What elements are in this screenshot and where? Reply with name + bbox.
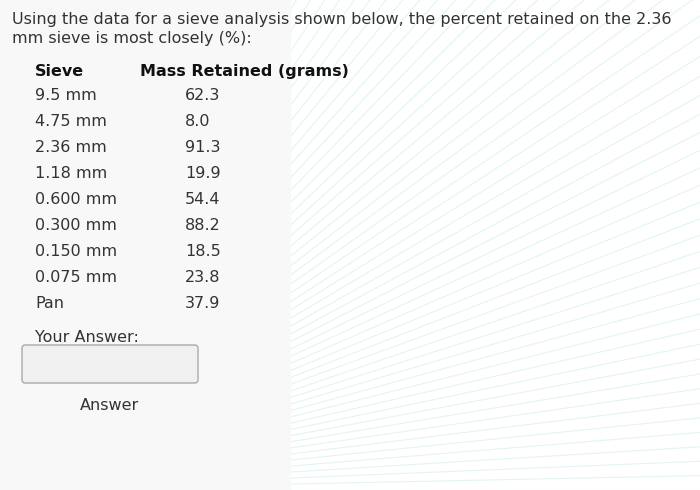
Text: 8.0: 8.0 <box>185 114 211 129</box>
Text: 9.5 mm: 9.5 mm <box>35 88 97 103</box>
Text: 91.3: 91.3 <box>185 140 220 155</box>
Text: 19.9: 19.9 <box>185 166 220 181</box>
Text: 88.2: 88.2 <box>185 218 220 233</box>
Text: Using the data for a sieve analysis shown below, the percent retained on the 2.3: Using the data for a sieve analysis show… <box>12 12 671 27</box>
Bar <box>0 0 290 490</box>
FancyBboxPatch shape <box>22 345 198 383</box>
Text: 0.150 mm: 0.150 mm <box>35 244 117 259</box>
Text: mm sieve is most closely (%):: mm sieve is most closely (%): <box>12 31 252 46</box>
Text: 18.5: 18.5 <box>185 244 220 259</box>
Text: 62.3: 62.3 <box>185 88 220 103</box>
Text: 23.8: 23.8 <box>185 270 220 285</box>
Text: Mass Retained (grams): Mass Retained (grams) <box>140 64 349 79</box>
Text: 37.9: 37.9 <box>185 296 220 311</box>
Text: 54.4: 54.4 <box>185 192 220 207</box>
Text: 0.600 mm: 0.600 mm <box>35 192 117 207</box>
Text: Answer: Answer <box>80 398 139 413</box>
Text: Your Answer:: Your Answer: <box>35 330 139 345</box>
Text: Pan: Pan <box>35 296 64 311</box>
Text: 2.36 mm: 2.36 mm <box>35 140 106 155</box>
Text: 0.300 mm: 0.300 mm <box>35 218 117 233</box>
Text: 0.075 mm: 0.075 mm <box>35 270 117 285</box>
Text: Sieve: Sieve <box>35 64 84 79</box>
Text: 4.75 mm: 4.75 mm <box>35 114 107 129</box>
Text: 1.18 mm: 1.18 mm <box>35 166 107 181</box>
